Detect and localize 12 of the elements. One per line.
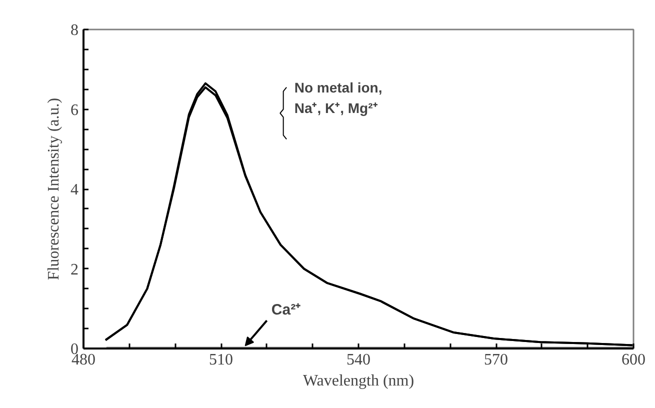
y-tick-label: 6 — [70, 102, 78, 119]
x-axis-title: Wavelength (nm) — [302, 372, 414, 390]
y-tick-label: 4 — [70, 182, 78, 198]
annotation: No metal ion, Na⁺, K⁺, Mg²⁺ — [294, 79, 382, 116]
y-tick-label: 2 — [70, 261, 78, 278]
y-axis-title: Fluorescence Intensity (a.u.) — [46, 98, 62, 280]
x-tick-label: 510 — [209, 352, 233, 368]
y-tick-label: 8 — [70, 22, 78, 39]
x-tick-label: 540 — [346, 352, 370, 368]
x-tick-label: 600 — [622, 352, 646, 368]
annotation: Ca²⁺ — [271, 302, 301, 319]
x-tick-label: 570 — [484, 352, 508, 368]
